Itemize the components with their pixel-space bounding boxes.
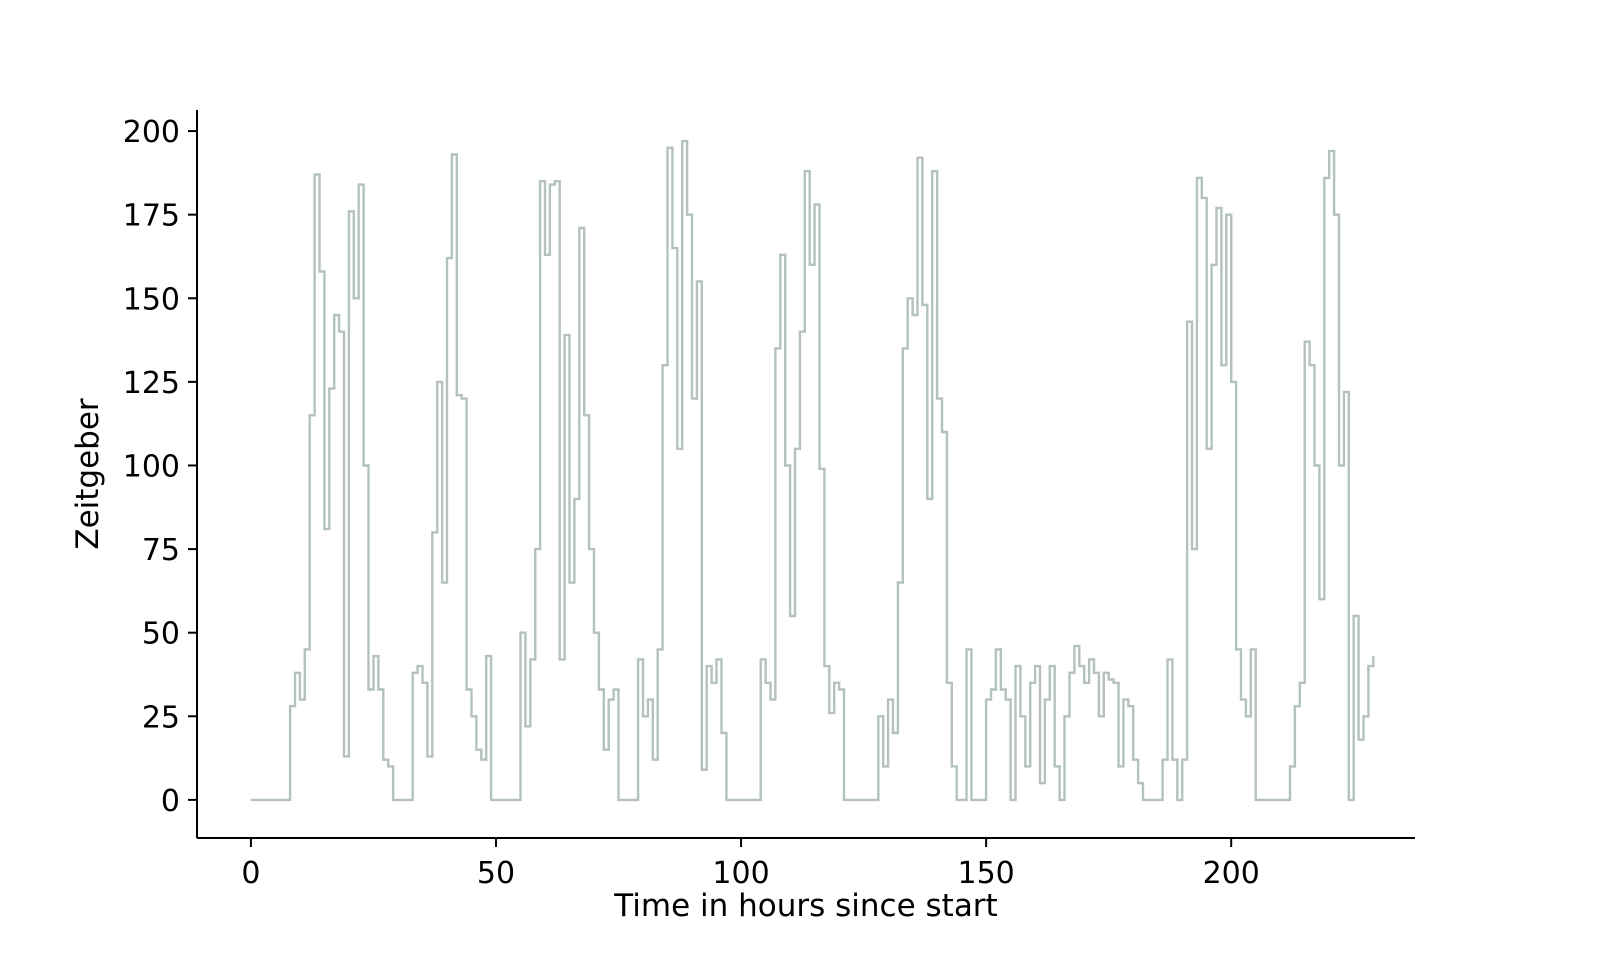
x-tick-label: 200 bbox=[1203, 856, 1260, 891]
y-tick-label: 50 bbox=[142, 617, 180, 652]
x-tick-label: 0 bbox=[241, 856, 260, 891]
x-tick-label: 50 bbox=[477, 856, 515, 891]
x-tick-label: 150 bbox=[957, 856, 1014, 891]
y-tick-label: 100 bbox=[123, 449, 180, 484]
y-tick-label: 75 bbox=[142, 533, 180, 568]
y-tick-label: 125 bbox=[123, 366, 180, 401]
y-axis-label: Zeitgeber bbox=[70, 398, 106, 550]
y-tick-label: 150 bbox=[123, 282, 180, 317]
zeitgeber-line bbox=[250, 139, 1375, 802]
x-tick-label: 100 bbox=[712, 856, 769, 891]
y-tick-label: 25 bbox=[142, 700, 180, 735]
x-axis-label: Time in hours since start bbox=[614, 888, 998, 924]
y-tick-label: 175 bbox=[123, 199, 180, 234]
y-tick-label: 0 bbox=[161, 784, 180, 819]
y-tick-label: 200 bbox=[123, 115, 180, 150]
